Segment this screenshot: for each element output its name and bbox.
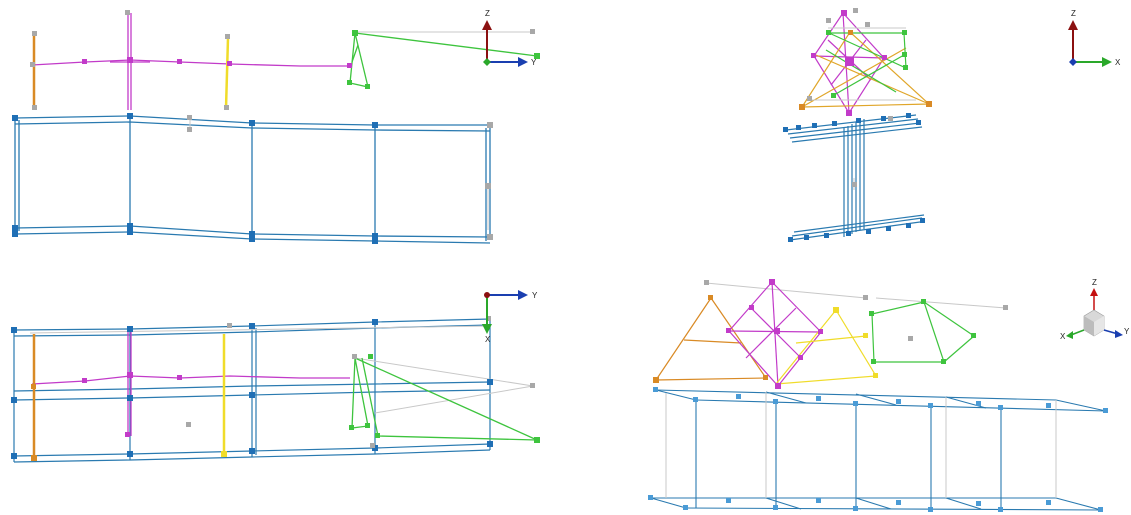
axis-triad-bottom-left: Y X [482,290,538,344]
model-front-view: Z X [783,8,1121,242]
frame-columns [695,400,1002,510]
frame-columns [843,119,865,237]
green-truss [871,301,975,363]
axis-triad-bottom-right: Z X Y [1060,278,1130,341]
yellow-truss [775,308,878,385]
grey-links [808,27,916,190]
grey-links [29,325,534,414]
axis-label-y: Y [1124,327,1130,336]
axis-label-z: Z [1092,278,1097,287]
magenta-truss [31,13,350,110]
grey-links [665,282,1057,498]
viewport-side-elevation[interactable]: Z Y [0,0,565,258]
green-members [349,32,538,88]
axis-label-x: X [485,335,491,344]
model-nodes [648,279,1108,512]
axis-label-z: Z [485,9,490,18]
axis-label-x: X [1060,332,1066,341]
frame-nodes [11,316,540,461]
orange-truss [655,296,768,381]
bottom-beams [789,214,925,241]
frame-beams [14,115,491,244]
magenta-truss [31,330,350,436]
axis-label-z: Z [1071,9,1076,18]
top-frame-beams [655,389,1107,412]
truss-nodes [783,8,932,242]
model-isometric-view: Z X Y [648,278,1130,512]
bottom-frame-beams [650,497,1102,511]
viewport-front-elevation[interactable]: Z X [566,0,1131,258]
green-truss [825,32,907,96]
axis-label-x: X [1115,58,1121,67]
model-plan-view: Y X [11,290,540,463]
orange-yellow-truss [801,31,931,108]
viewport-plan-view[interactable]: Y X [0,258,565,515]
frame-nodes [12,10,540,244]
axis-label-y: Y [531,58,537,67]
frame-beams [13,318,491,463]
axis-label-y: Y [532,291,538,300]
model-side-view: Z Y [12,9,540,244]
viewport-isometric-view[interactable]: Z X Y [566,258,1131,515]
top-beams [785,114,923,143]
axis-triad-top-left: Z Y [482,9,537,67]
yellow-member [224,37,230,109]
green-members [351,357,538,441]
axis-triad-top-right: Z X [1068,9,1121,67]
